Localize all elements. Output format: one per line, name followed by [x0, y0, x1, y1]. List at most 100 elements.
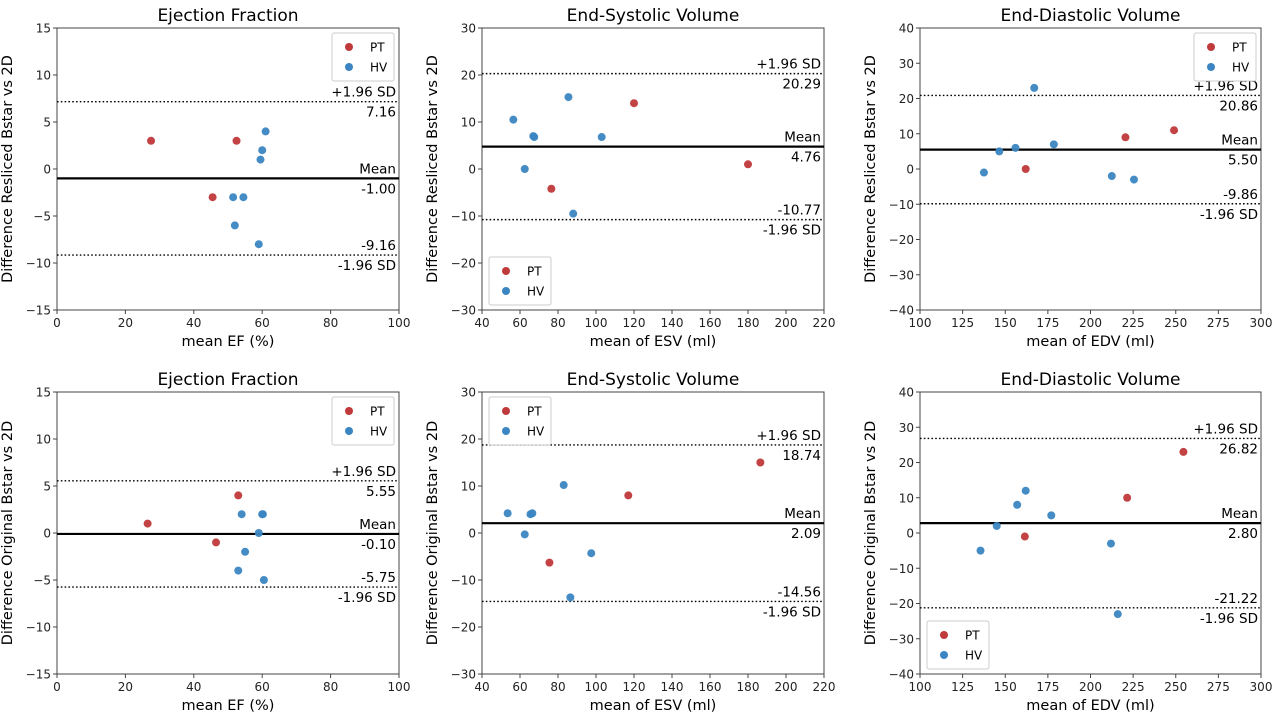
upper-line-label-top: +1.96 SD [331, 464, 396, 480]
y-axis-title: Difference Resliced Bstar vs 2D [425, 55, 441, 283]
mean-line-label-bottom: 4.76 [791, 150, 821, 166]
data-point-pt [208, 193, 217, 202]
x-axis-title: mean of EDV (ml) [1026, 698, 1154, 714]
legend-marker-hv [940, 651, 948, 659]
data-point-pt [547, 184, 556, 193]
upper-line-label-bottom: 18.74 [782, 448, 821, 464]
chart-panel-ef-original: Ejection Fraction 0 20 40 60 80 100 −15 −10 −5 0 5 1… [0, 370, 410, 714]
x-axis-title: mean EF (%) [182, 334, 275, 350]
upper-line-label-top: +1.96 SD [331, 85, 396, 101]
data-point-pt [1020, 532, 1029, 541]
mean-line-label-bottom: 2.80 [1228, 526, 1258, 542]
x-tick-label: 60 [255, 316, 270, 330]
data-point-hv [254, 529, 263, 537]
series-pt [547, 99, 752, 193]
x-tick-label: 100 [909, 316, 932, 330]
data-point-hv [1011, 143, 1020, 152]
x-tick-label: 225 [1122, 316, 1145, 330]
y-tick-label: −40 [889, 304, 914, 318]
data-point-hv [509, 115, 518, 124]
data-point-hv [1129, 175, 1138, 184]
legend: PT HV [926, 620, 990, 670]
data-point-hv [237, 510, 246, 519]
y-tick-label: −30 [451, 304, 476, 318]
x-tick-label: 180 [737, 680, 760, 694]
x-tick-label: 20 [118, 316, 133, 330]
x-tick-label: 220 [813, 316, 836, 330]
lower-line-label-top: -9.86 [1223, 187, 1258, 203]
y-tick-label: −10 [451, 210, 476, 224]
legend-marker-pt [345, 43, 353, 51]
legend-marker-pt [345, 407, 353, 415]
y-tick-label: 30 [899, 57, 914, 71]
y-tick-label: −40 [889, 668, 914, 682]
chart-title: End-Systolic Volume [567, 370, 740, 390]
y-tick-label: −20 [889, 597, 914, 611]
data-point-hv [976, 546, 985, 555]
y-tick-label: 15 [36, 386, 51, 400]
y-tick-label: 30 [461, 22, 476, 36]
x-tick-label: 80 [323, 316, 338, 330]
mean-line-label-top: Mean [359, 517, 396, 533]
x-tick-label: 225 [1122, 680, 1145, 694]
series-hv [979, 83, 1138, 184]
y-axis-title: Difference Original Bstar vs 2D [863, 421, 879, 646]
data-point-hv [259, 576, 268, 584]
y-tick-label: 10 [899, 127, 914, 141]
x-tick-label: 40 [474, 680, 489, 694]
series-hv [976, 486, 1122, 619]
series-hv [509, 93, 606, 218]
lower-line-label-bottom: -1.96 SD [1200, 611, 1258, 627]
x-tick-label: 100 [585, 316, 608, 330]
x-tick-label: 300 [1250, 680, 1273, 694]
data-point-pt [212, 538, 221, 547]
data-point-hv [597, 133, 606, 142]
data-point-hv [520, 165, 529, 173]
x-tick-label: 125 [951, 680, 974, 694]
y-tick-label: 15 [36, 22, 51, 36]
y-tick-label: −20 [451, 621, 476, 635]
legend-label-hv: HV [527, 285, 545, 299]
x-tick-label: 250 [1164, 316, 1187, 330]
legend-label-pt: PT [370, 405, 385, 419]
y-tick-label: −10 [451, 574, 476, 588]
y-tick-label: 0 [43, 163, 51, 177]
data-point-hv [254, 240, 263, 249]
legend-marker-pt [940, 631, 948, 639]
y-tick-label: −5 [33, 210, 51, 224]
y-tick-label: 5 [43, 480, 51, 494]
data-point-hv [258, 146, 267, 155]
data-point-hv [995, 147, 1004, 156]
y-tick-label: 20 [899, 92, 914, 106]
data-point-hv [256, 155, 265, 164]
y-tick-label: −10 [889, 562, 914, 576]
y-tick-label: −10 [26, 621, 51, 635]
y-tick-label: 10 [36, 69, 51, 83]
mean-line-label-bottom: 5.50 [1228, 153, 1258, 169]
y-tick-label: 20 [899, 456, 914, 470]
x-tick-label: 60 [512, 680, 527, 694]
x-axis-title: mean EF (%) [182, 698, 275, 714]
data-point-hv [241, 547, 250, 556]
data-point-pt [545, 558, 554, 567]
series-pt [545, 458, 765, 567]
y-axis-title: Difference Original Bstar vs 2D [425, 421, 441, 646]
data-point-pt [744, 160, 752, 169]
data-point-hv [239, 193, 248, 202]
data-point-hv [587, 549, 596, 558]
data-point-pt [624, 491, 633, 500]
series-pt [147, 136, 241, 202]
mean-line-label-top: Mean [359, 161, 396, 177]
y-tick-label: 10 [461, 480, 476, 494]
lower-line-label-bottom: -1.96 SD [763, 223, 821, 239]
legend-marker-pt [1207, 43, 1215, 51]
x-axis-title: mean of ESV (ml) [590, 698, 717, 714]
data-point-hv [528, 509, 537, 518]
series-pt [1020, 447, 1188, 541]
lower-line-label-top: -5.75 [361, 570, 396, 586]
series-hv [229, 127, 270, 249]
y-tick-label: −15 [26, 304, 51, 318]
legend: PT HV [331, 32, 395, 82]
